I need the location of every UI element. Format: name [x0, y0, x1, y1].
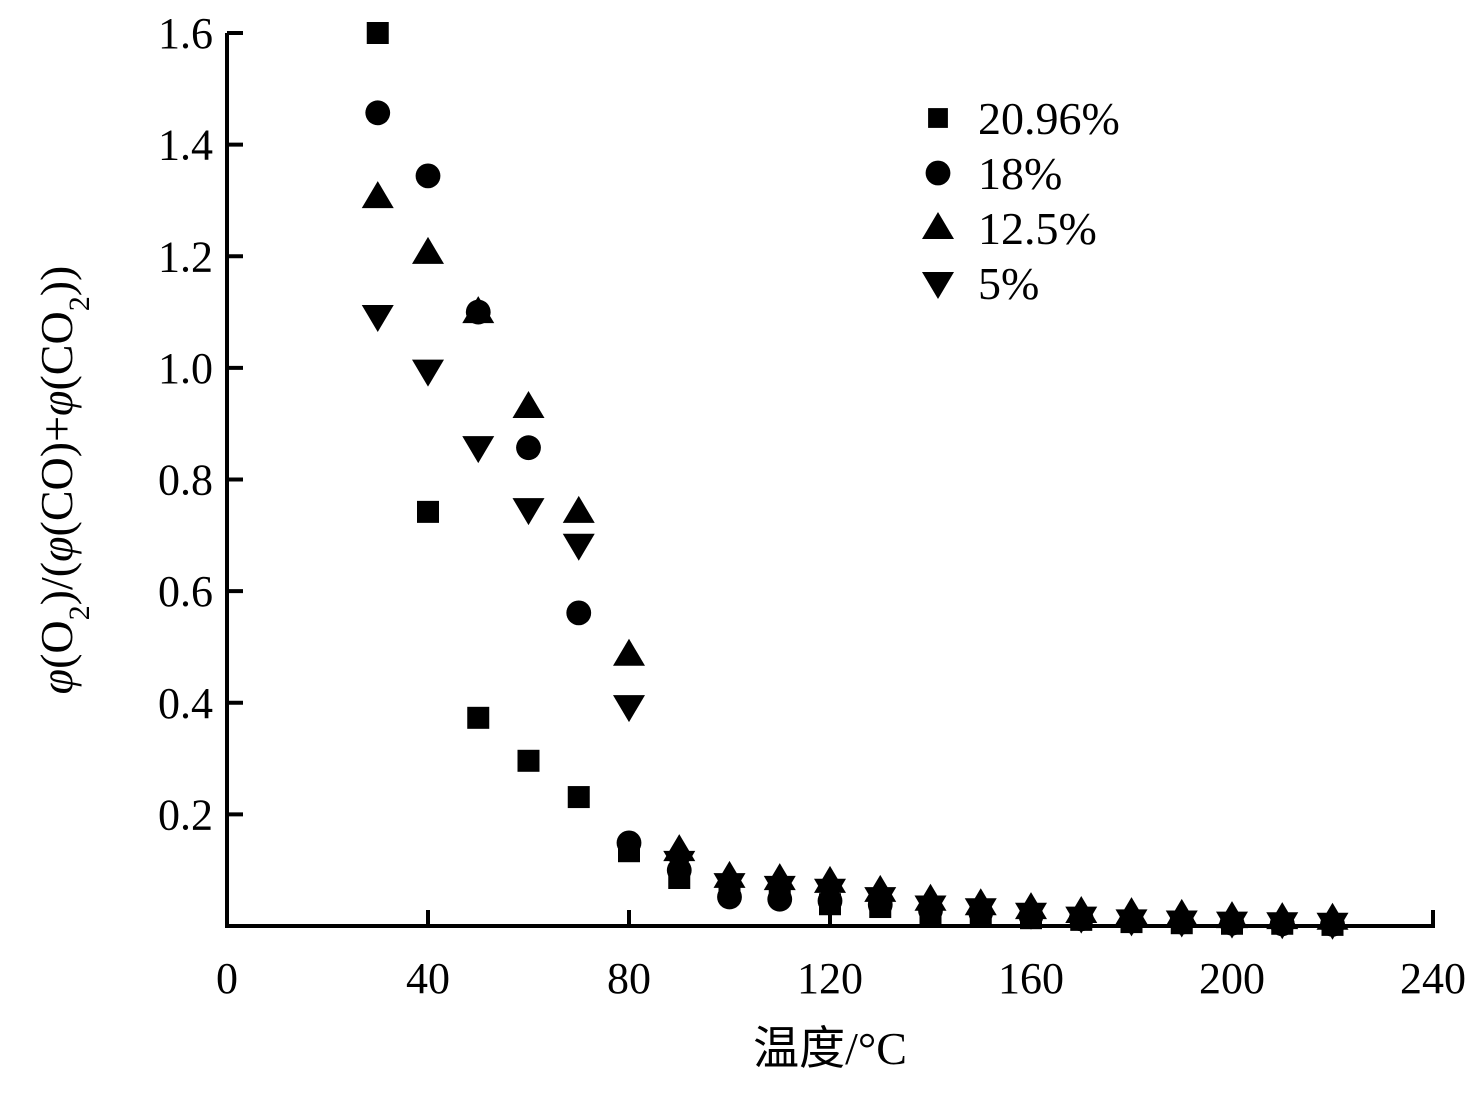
y-tick-label: 1.2	[158, 232, 213, 281]
legend-item: 18%	[925, 148, 1062, 199]
data-point-square	[517, 749, 540, 772]
triangle-down-legend-icon	[922, 272, 954, 299]
data-point-triangle-down	[412, 359, 444, 387]
data-point-triangle-up	[462, 296, 495, 324]
x-tick-label: 40	[406, 954, 450, 1003]
data-point-triangle-up	[562, 495, 595, 523]
axes	[225, 33, 1435, 928]
legend-item: 20.96%	[928, 93, 1120, 144]
y-axis-title: φ(O2)/(φ(CO)+φ(CO2))	[31, 266, 96, 695]
y-tick-label: 1.6	[158, 9, 213, 58]
square-legend-icon	[928, 108, 948, 128]
data-point-circle	[415, 163, 441, 189]
series-12.5%	[361, 181, 1349, 930]
x-tick-label: 80	[607, 954, 651, 1003]
data-point-triangle-up	[361, 181, 394, 209]
series-18%	[365, 100, 1345, 937]
data-point-triangle-down	[663, 850, 696, 878]
legend-item: 5%	[922, 258, 1039, 309]
series-5%	[361, 304, 1349, 940]
y-tick-label: 1.0	[158, 344, 213, 393]
y-tick-label: 0.2	[158, 790, 213, 839]
legend-label: 5%	[978, 258, 1039, 309]
y-axis-ticks: 0.2 0.4 0.6 0.8 1.0 1.2 1.4 1.6	[158, 9, 243, 839]
legend: 20.96%18%12.5%5%	[922, 93, 1120, 309]
data-point-triangle-up	[512, 390, 545, 418]
data-point-triangle-down	[864, 887, 897, 915]
data-point-square	[467, 706, 490, 729]
data-point-circle	[365, 100, 391, 126]
circle-legend-icon	[925, 160, 951, 186]
x-tick-label: 200	[1199, 954, 1265, 1003]
data-points	[361, 22, 1349, 940]
data-point-circle	[566, 600, 592, 626]
data-point-triangle-down	[1115, 909, 1148, 937]
data-point-triangle-down	[462, 436, 495, 464]
data-point-triangle-down	[613, 695, 645, 723]
data-point-square	[366, 22, 389, 44]
legend-label: 12.5%	[978, 203, 1097, 254]
legend-item: 12.5%	[922, 203, 1097, 254]
y-tick-label: 0.6	[158, 567, 213, 616]
legend-label: 18%	[978, 148, 1062, 199]
x-axis-title: 温度/°C	[753, 1023, 907, 1074]
data-point-triangle-down	[763, 875, 796, 903]
data-point-triangle-up	[613, 638, 645, 666]
x-axis-ticks: 0 40 80 120 160 200 240	[216, 910, 1466, 1003]
data-point-triangle-down	[1065, 906, 1098, 934]
x-tick-label: 0	[216, 954, 238, 1003]
legend-label: 20.96%	[978, 93, 1120, 144]
data-point-triangle-up	[412, 236, 444, 264]
y-tick-label: 0.8	[158, 456, 213, 505]
data-point-circle	[516, 435, 541, 461]
data-point-square	[567, 786, 590, 809]
data-point-triangle-down	[361, 304, 394, 332]
data-point-triangle-down	[964, 898, 997, 926]
series-20.96%	[366, 22, 1344, 936]
triangle-up-legend-icon	[922, 212, 954, 239]
y-tick-label: 1.4	[158, 121, 213, 170]
x-tick-label: 160	[998, 954, 1064, 1003]
data-point-triangle-down	[814, 878, 846, 906]
data-point-triangle-down	[713, 873, 746, 901]
data-point-triangle-down	[512, 498, 545, 526]
x-tick-label: 120	[797, 954, 863, 1003]
data-point-triangle-down	[562, 533, 595, 561]
data-point-circle	[616, 830, 642, 856]
x-tick-label: 240	[1400, 954, 1466, 1003]
y-tick-label: 0.4	[158, 679, 213, 728]
data-point-triangle-down	[914, 895, 947, 923]
data-point-square	[417, 500, 439, 523]
